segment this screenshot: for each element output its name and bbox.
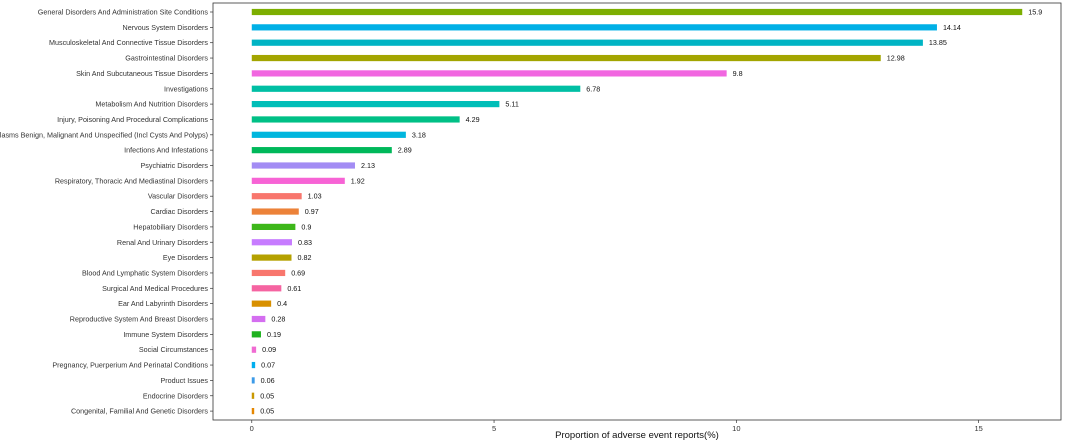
plot-panel bbox=[212, 2, 1062, 421]
category-label: Psychiatric Disorders bbox=[141, 161, 209, 170]
value-label: 4.29 bbox=[466, 115, 480, 124]
bar bbox=[251, 193, 302, 200]
bar bbox=[251, 101, 500, 108]
bar bbox=[251, 85, 581, 92]
category-label: Surgical And Medical Procedures bbox=[102, 284, 208, 293]
bar bbox=[251, 24, 937, 31]
value-label: 0.97 bbox=[305, 207, 319, 216]
value-labels: 15.914.1413.8512.989.86.785.114.293.182.… bbox=[260, 8, 1042, 416]
category-label: Renal And Urinary Disorders bbox=[117, 238, 208, 247]
bar bbox=[251, 331, 261, 338]
category-label: Skin And Subcutaneous Tissue Disorders bbox=[76, 69, 208, 78]
category-label: Injury, Poisoning And Procedural Complic… bbox=[57, 115, 208, 124]
bar bbox=[251, 39, 923, 46]
bar bbox=[251, 208, 299, 215]
bar bbox=[251, 408, 255, 415]
x-tick-label: 15 bbox=[974, 424, 982, 433]
bar bbox=[251, 285, 282, 292]
value-label: 2.89 bbox=[398, 146, 412, 155]
category-label: Metabolism And Nutrition Disorders bbox=[95, 100, 208, 109]
bar bbox=[251, 239, 292, 246]
category-label: Social Circumstances bbox=[139, 345, 209, 354]
category-label: Vascular Disorders bbox=[148, 192, 209, 201]
value-label: 0.06 bbox=[261, 376, 275, 385]
category-label: Ear And Labyrinth Disorders bbox=[118, 299, 208, 308]
category-label: Respiratory, Thoracic And Mediastinal Di… bbox=[55, 176, 209, 185]
bar bbox=[251, 392, 255, 399]
category-label: Endocrine Disorders bbox=[143, 391, 209, 400]
x-axis: 0 5 10 15 bbox=[250, 420, 983, 433]
category-label: Blood And Lymphatic System Disorders bbox=[82, 268, 208, 277]
value-label: 13.85 bbox=[929, 38, 947, 47]
bar bbox=[251, 361, 256, 369]
value-label: 5.11 bbox=[505, 100, 518, 109]
bar bbox=[251, 377, 255, 384]
bar bbox=[251, 131, 406, 138]
bar bbox=[251, 54, 881, 62]
value-label: 0.83 bbox=[298, 238, 312, 247]
category-label: Cardiac Disorders bbox=[150, 207, 208, 216]
category-label: Eye Disorders bbox=[163, 253, 209, 262]
bars-layer bbox=[251, 8, 1023, 415]
value-label: 0.19 bbox=[267, 330, 281, 339]
category-labels: General Disorders And Administration Sit… bbox=[0, 8, 213, 416]
category-label: Congenital, Familial And Genetic Disorde… bbox=[71, 407, 208, 416]
bar bbox=[251, 269, 286, 277]
value-label: 15.9 bbox=[1028, 8, 1042, 17]
category-label: Pregnancy, Puerperium And Perinatal Cond… bbox=[52, 361, 208, 370]
x-tick-label: 0 bbox=[250, 424, 254, 433]
value-label: 0.69 bbox=[291, 268, 305, 277]
bar bbox=[251, 116, 460, 123]
value-label: 3.18 bbox=[412, 130, 426, 139]
value-label: 12.98 bbox=[887, 54, 905, 63]
value-label: 0.61 bbox=[287, 284, 301, 293]
value-label: 0.82 bbox=[298, 253, 312, 262]
bar bbox=[251, 147, 392, 154]
value-label: 0.28 bbox=[271, 315, 285, 324]
x-tick-label: 10 bbox=[732, 424, 740, 433]
category-label: Investigations bbox=[164, 84, 208, 93]
category-label: Immune System Disorders bbox=[123, 330, 208, 339]
category-label: Reproductive System And Breast Disorders bbox=[70, 315, 209, 324]
bar bbox=[251, 70, 727, 77]
bar bbox=[251, 162, 355, 169]
value-label: 0.4 bbox=[277, 299, 287, 308]
category-label: Nervous System Disorders bbox=[123, 23, 209, 32]
category-label: Infections And Infestations bbox=[124, 146, 208, 155]
value-label: 1.92 bbox=[351, 176, 365, 185]
value-label: 0.05 bbox=[260, 407, 274, 416]
category-label: Neoplasms Benign, Malignant And Unspecif… bbox=[0, 130, 208, 139]
category-label: Hepatobiliary Disorders bbox=[133, 222, 208, 231]
bar bbox=[251, 315, 266, 323]
bar bbox=[251, 346, 257, 353]
bar bbox=[251, 8, 1023, 16]
x-axis-title: Proportion of adverse event reports(%) bbox=[555, 430, 719, 441]
bar bbox=[251, 223, 296, 230]
category-label: Musculoskeletal And Connective Tissue Di… bbox=[49, 38, 208, 47]
value-label: 6.78 bbox=[586, 84, 600, 93]
value-label: 1.03 bbox=[308, 192, 322, 201]
value-label: 14.14 bbox=[943, 23, 961, 32]
category-label: Product Issues bbox=[160, 376, 208, 385]
value-label: 2.13 bbox=[361, 161, 375, 170]
value-label: 0.09 bbox=[262, 345, 276, 354]
bar bbox=[251, 254, 292, 261]
value-label: 9.8 bbox=[733, 69, 743, 78]
category-label: General Disorders And Administration Sit… bbox=[38, 8, 209, 17]
category-label: Gastrointestinal Disorders bbox=[125, 54, 208, 63]
value-label: 0.07 bbox=[261, 361, 275, 370]
value-label: 0.9 bbox=[301, 222, 311, 231]
bar bbox=[251, 177, 345, 184]
value-label: 0.05 bbox=[260, 391, 274, 400]
bar bbox=[251, 300, 272, 307]
x-tick-label: 5 bbox=[492, 424, 496, 433]
